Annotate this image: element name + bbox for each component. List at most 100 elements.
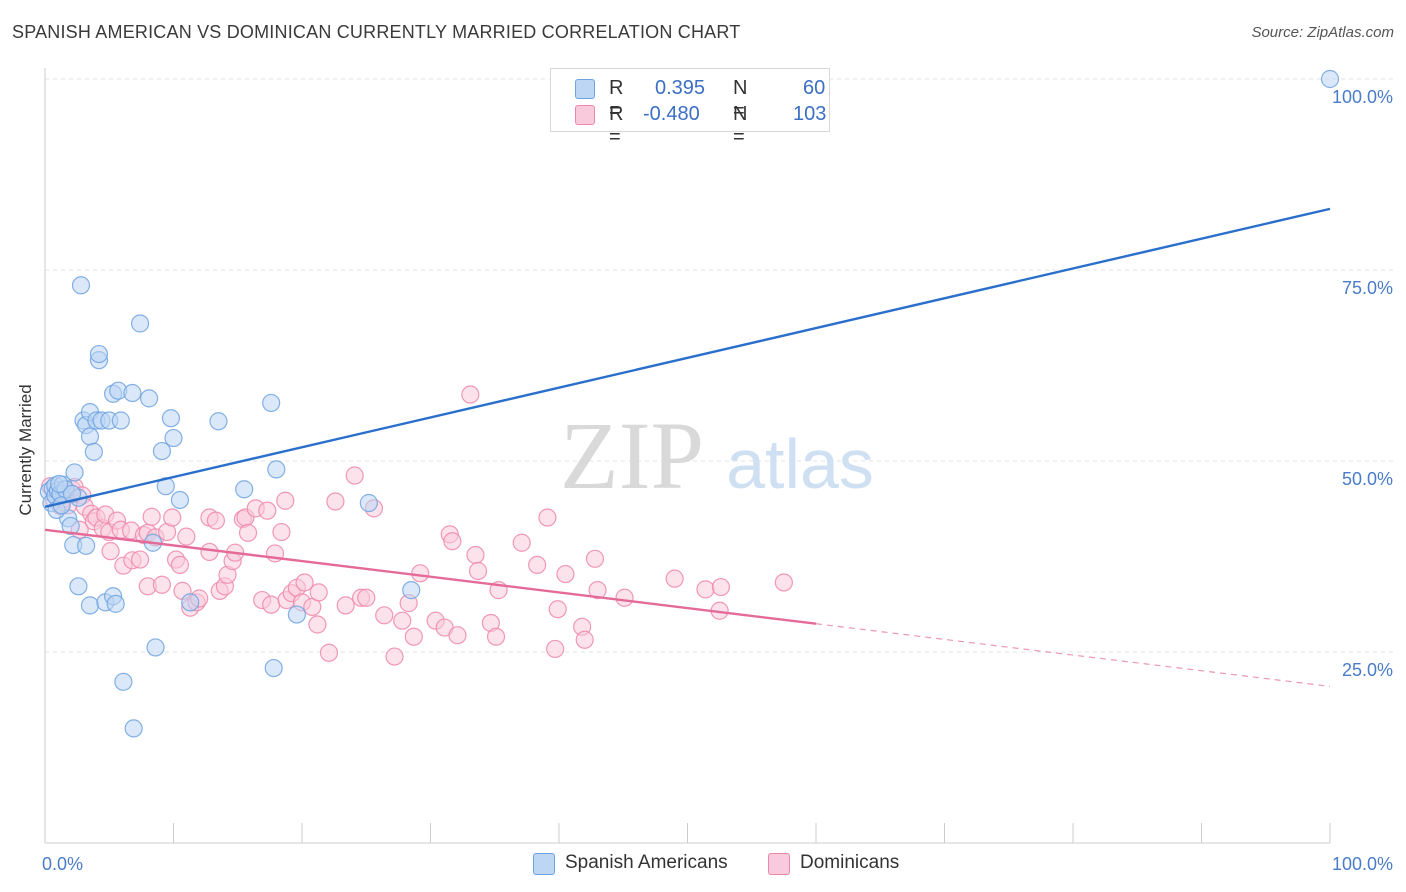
- point-dominicans: [448, 626, 467, 645]
- point-dominicans: [585, 549, 605, 568]
- point-dominicans: [238, 523, 258, 542]
- y-tick-label: 75.0%: [1342, 278, 1393, 298]
- point-spanish-americans: [152, 441, 172, 461]
- grid-lines: [45, 78, 1395, 653]
- point-dominicans: [575, 630, 594, 649]
- tick-labels: 25.0% 50.0% 75.0% 100.0% 0.0% 100.0%: [42, 87, 1393, 874]
- point-dominicans: [309, 583, 328, 602]
- point-spanish-americans: [124, 719, 143, 738]
- chart-title: SPANISH AMERICAN VS DOMINICAN CURRENTLY …: [12, 22, 741, 42]
- point-dominicans: [385, 647, 404, 666]
- watermark-zip: ZIP: [560, 402, 704, 509]
- axes: [44, 68, 1331, 844]
- point-dominicans: [556, 564, 575, 584]
- legend-r-value: 0.395: [655, 77, 706, 99]
- point-dominicans: [393, 611, 412, 630]
- source-label: Source: ZipAtlas.com: [1251, 24, 1394, 41]
- point-dominicans: [308, 615, 327, 634]
- trend-lines: [44, 207, 1331, 687]
- point-dominicans: [345, 466, 364, 485]
- point-dominicans: [295, 573, 314, 592]
- point-dominicans: [326, 492, 345, 511]
- point-dominicans: [272, 522, 291, 542]
- point-spanish-americans: [164, 428, 183, 448]
- point-dominicans: [336, 596, 355, 615]
- y-tick-label: 50.0%: [1342, 469, 1393, 489]
- point-spanish-americans: [209, 412, 228, 431]
- point-spanish-americans: [130, 314, 150, 333]
- point-dominicans: [528, 555, 547, 575]
- point-dominicans: [486, 627, 506, 646]
- point-dominicans: [512, 533, 531, 552]
- bottom-legend-swatch-pink: [768, 853, 790, 875]
- point-dominicans: [665, 569, 684, 588]
- point-dominicans: [461, 385, 480, 404]
- point-spanish-americans: [80, 596, 100, 615]
- point-spanish-americans: [359, 493, 378, 513]
- point-spanish-americans: [264, 658, 283, 678]
- point-spanish-americans: [1320, 69, 1340, 89]
- legend-n-label: N =: [733, 77, 748, 122]
- point-dominicans: [468, 561, 488, 581]
- point-spanish-americans: [50, 474, 69, 494]
- point-dominicans: [548, 600, 567, 619]
- point-dominicans: [177, 527, 196, 546]
- point-dominicans: [404, 627, 423, 646]
- point-dominicans: [546, 639, 565, 659]
- point-dominicans: [588, 581, 607, 600]
- legend-r-label: R =: [609, 103, 624, 148]
- point-spanish-americans: [123, 383, 142, 403]
- point-dominicans: [411, 564, 430, 583]
- point-spanish-americans: [65, 463, 84, 482]
- point-dominicans: [443, 532, 462, 551]
- point-dominicans: [696, 580, 715, 599]
- point-dominicans: [615, 588, 634, 607]
- legend-n-value: 60: [803, 77, 826, 99]
- point-dominicans: [319, 643, 339, 662]
- point-spanish-americans: [287, 605, 306, 624]
- point-spanish-americans: [181, 593, 200, 612]
- y-axis-label: Currently Married: [16, 384, 35, 516]
- point-spanish-americans: [262, 393, 281, 413]
- point-dominicans: [711, 577, 731, 597]
- point-spanish-americans: [106, 594, 125, 613]
- point-spanish-americans: [62, 484, 82, 503]
- point-dominicans: [262, 595, 281, 614]
- watermark: ZIP atlas: [560, 402, 874, 509]
- point-spanish-americans: [77, 536, 96, 555]
- watermark-atlas: atlas: [726, 425, 874, 503]
- point-dominicans: [163, 508, 182, 527]
- point-dominicans: [170, 555, 190, 575]
- bottom-legend-label: Dominicans: [800, 852, 900, 873]
- point-dominicans: [375, 606, 394, 625]
- point-dominicans: [258, 501, 277, 520]
- point-spanish-americans: [139, 389, 159, 408]
- point-dominicans: [276, 491, 295, 510]
- trend-line-spanish-americans: [44, 207, 1331, 509]
- trend-line-dominicans-extrapolated: [815, 623, 1331, 687]
- y-axis-label-box: Currently Married: [6, 300, 46, 600]
- point-dominicans: [206, 511, 226, 530]
- legend-r-value: -0.480: [643, 103, 700, 125]
- bottom-legend-label: Spanish Americans: [565, 852, 728, 873]
- point-spanish-americans: [235, 480, 254, 499]
- point-spanish-americans: [114, 672, 133, 691]
- legend-n-value: 103: [793, 103, 827, 125]
- point-dominicans: [142, 507, 161, 526]
- point-dominicans: [774, 573, 793, 592]
- trend-line-dominicans: [44, 528, 817, 625]
- point-dominicans: [130, 550, 150, 569]
- x-tick-label-max: 100.0%: [1332, 854, 1393, 874]
- bottom-legend-swatch-blue: [533, 853, 555, 875]
- point-spanish-americans: [161, 409, 181, 428]
- point-spanish-americans: [89, 344, 109, 364]
- point-spanish-americans: [71, 276, 91, 295]
- point-dominicans: [357, 588, 376, 607]
- point-dominicans: [152, 575, 172, 594]
- point-spanish-americans: [402, 581, 421, 600]
- legend-n-label: N =: [733, 103, 748, 148]
- legend-r-label: R =: [609, 77, 624, 122]
- y-tick-label: 100.0%: [1332, 87, 1393, 107]
- legend-swatch-blue: [575, 79, 595, 99]
